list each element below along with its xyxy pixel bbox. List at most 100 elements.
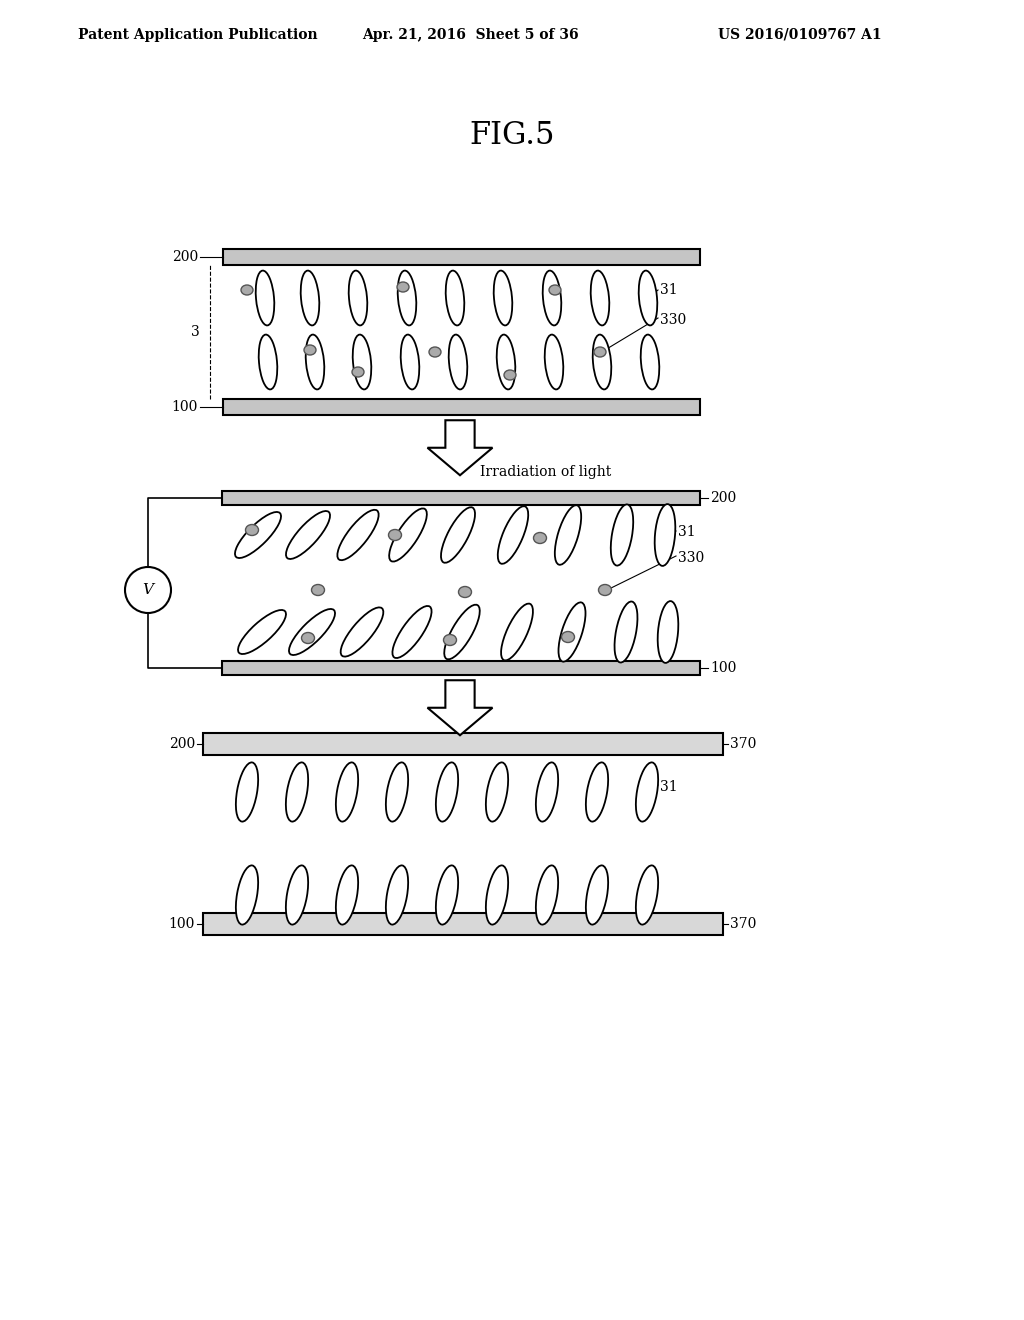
Ellipse shape bbox=[501, 603, 532, 660]
Ellipse shape bbox=[498, 506, 528, 564]
Ellipse shape bbox=[444, 605, 480, 659]
Ellipse shape bbox=[246, 524, 258, 536]
Ellipse shape bbox=[304, 345, 316, 355]
Text: Patent Application Publication: Patent Application Publication bbox=[78, 28, 317, 42]
Ellipse shape bbox=[586, 866, 608, 924]
Ellipse shape bbox=[259, 334, 278, 389]
Ellipse shape bbox=[301, 271, 319, 326]
Ellipse shape bbox=[389, 508, 427, 561]
Ellipse shape bbox=[337, 510, 379, 560]
Ellipse shape bbox=[397, 271, 417, 326]
Text: FIG.5: FIG.5 bbox=[469, 120, 555, 150]
Ellipse shape bbox=[400, 334, 419, 389]
Ellipse shape bbox=[388, 529, 401, 540]
Text: 200: 200 bbox=[169, 737, 195, 751]
Ellipse shape bbox=[543, 271, 561, 326]
Ellipse shape bbox=[429, 347, 441, 356]
Ellipse shape bbox=[241, 285, 253, 294]
Ellipse shape bbox=[397, 282, 409, 292]
Ellipse shape bbox=[639, 271, 657, 326]
Bar bbox=[223, 399, 700, 414]
Ellipse shape bbox=[534, 532, 547, 544]
Ellipse shape bbox=[341, 607, 383, 656]
Ellipse shape bbox=[536, 866, 558, 924]
Ellipse shape bbox=[494, 271, 512, 326]
Text: 100: 100 bbox=[169, 917, 195, 931]
Ellipse shape bbox=[238, 610, 286, 653]
Ellipse shape bbox=[349, 271, 368, 326]
Ellipse shape bbox=[654, 504, 675, 566]
Ellipse shape bbox=[234, 512, 281, 558]
Text: Irradiation of light: Irradiation of light bbox=[480, 465, 611, 479]
Text: 330: 330 bbox=[678, 550, 705, 565]
Ellipse shape bbox=[586, 763, 608, 821]
Ellipse shape bbox=[549, 285, 561, 294]
Ellipse shape bbox=[485, 866, 508, 924]
Ellipse shape bbox=[657, 601, 678, 663]
Ellipse shape bbox=[614, 602, 638, 663]
Bar bbox=[222, 491, 700, 506]
Ellipse shape bbox=[392, 606, 431, 659]
Ellipse shape bbox=[443, 635, 457, 645]
Ellipse shape bbox=[436, 763, 458, 821]
Bar bbox=[203, 733, 723, 755]
Ellipse shape bbox=[636, 866, 658, 924]
Text: 200: 200 bbox=[710, 491, 736, 506]
Text: 31: 31 bbox=[660, 282, 678, 297]
Ellipse shape bbox=[352, 334, 372, 389]
Ellipse shape bbox=[286, 866, 308, 924]
Ellipse shape bbox=[636, 763, 658, 821]
Ellipse shape bbox=[311, 585, 325, 595]
Ellipse shape bbox=[441, 507, 475, 562]
Ellipse shape bbox=[286, 763, 308, 821]
Ellipse shape bbox=[301, 632, 314, 644]
Ellipse shape bbox=[336, 866, 358, 924]
Ellipse shape bbox=[125, 568, 171, 612]
Text: 3: 3 bbox=[191, 325, 200, 339]
Ellipse shape bbox=[593, 334, 611, 389]
Ellipse shape bbox=[436, 866, 458, 924]
Ellipse shape bbox=[545, 334, 563, 389]
Text: US 2016/0109767 A1: US 2016/0109767 A1 bbox=[718, 28, 882, 42]
Ellipse shape bbox=[256, 271, 274, 326]
Ellipse shape bbox=[558, 602, 586, 661]
Ellipse shape bbox=[286, 511, 330, 558]
Bar bbox=[222, 661, 700, 675]
Polygon shape bbox=[427, 420, 493, 475]
Ellipse shape bbox=[386, 763, 409, 821]
Ellipse shape bbox=[306, 334, 325, 389]
Ellipse shape bbox=[336, 763, 358, 821]
Ellipse shape bbox=[598, 585, 611, 595]
Ellipse shape bbox=[591, 271, 609, 326]
Ellipse shape bbox=[610, 504, 633, 565]
Ellipse shape bbox=[594, 347, 606, 356]
Text: 370: 370 bbox=[730, 737, 757, 751]
Ellipse shape bbox=[497, 334, 515, 389]
Ellipse shape bbox=[459, 586, 471, 598]
Ellipse shape bbox=[536, 763, 558, 821]
Text: 100: 100 bbox=[172, 400, 198, 414]
Text: 31: 31 bbox=[660, 780, 678, 795]
Ellipse shape bbox=[449, 334, 467, 389]
Text: 200: 200 bbox=[172, 249, 198, 264]
Ellipse shape bbox=[352, 367, 364, 378]
Text: 330: 330 bbox=[660, 313, 686, 327]
Ellipse shape bbox=[555, 506, 582, 565]
Ellipse shape bbox=[236, 866, 258, 924]
Polygon shape bbox=[427, 680, 493, 735]
Ellipse shape bbox=[386, 866, 409, 924]
Bar bbox=[223, 249, 700, 265]
Ellipse shape bbox=[236, 763, 258, 821]
Ellipse shape bbox=[561, 631, 574, 643]
Ellipse shape bbox=[445, 271, 464, 326]
Ellipse shape bbox=[641, 334, 659, 389]
Text: 370: 370 bbox=[730, 917, 757, 931]
Text: 31: 31 bbox=[678, 525, 695, 539]
Text: 100: 100 bbox=[710, 661, 736, 675]
Text: V: V bbox=[142, 583, 154, 597]
Ellipse shape bbox=[504, 370, 516, 380]
Ellipse shape bbox=[485, 763, 508, 821]
Ellipse shape bbox=[289, 609, 335, 655]
Bar bbox=[203, 913, 723, 935]
Text: Apr. 21, 2016  Sheet 5 of 36: Apr. 21, 2016 Sheet 5 of 36 bbox=[362, 28, 579, 42]
